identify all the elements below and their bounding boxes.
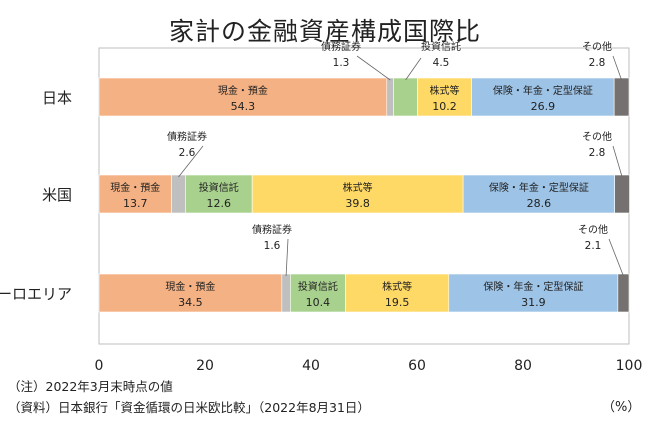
data-label: 10.2 [432, 100, 457, 113]
bar-segment [281, 273, 291, 313]
data-label: 2.8 [589, 57, 606, 69]
data-label: 1.6 [264, 240, 281, 252]
segment-name-label: 株式等 [343, 181, 373, 194]
bar-segment [185, 174, 253, 214]
source-line: （資料）日本銀行「資金循環の日米欧比較」（2022年8月31日） [8, 400, 370, 415]
data-label: 34.5 [178, 296, 203, 309]
segment-name-label: 投資信託 [421, 40, 461, 53]
segment-name-label: 債務証券 [321, 40, 361, 53]
data-label: 26.9 [531, 100, 556, 113]
leader-line [612, 145, 623, 178]
data-label: 31.9 [521, 296, 546, 309]
x-tick-label: 0 [95, 358, 104, 374]
data-label: 1.3 [333, 57, 350, 69]
leader-line [285, 238, 289, 277]
segment-name-label: 債務証券 [167, 130, 207, 143]
leader-line [405, 57, 422, 81]
leader-line [356, 55, 391, 81]
segment-name-label: 保険・年金・定型保証 [489, 181, 589, 194]
segment-name-label: 投資信託 [298, 280, 338, 293]
data-label: 4.5 [433, 57, 450, 69]
segment-name-label: 株式等 [430, 84, 460, 97]
x-tick-label: 40 [302, 358, 320, 374]
data-label: 54.3 [231, 100, 256, 113]
data-label: 39.8 [345, 197, 370, 210]
segment-name-label: その他 [582, 40, 612, 53]
bar-segment [417, 77, 472, 117]
data-label: 2.6 [179, 147, 196, 159]
data-label: 13.7 [123, 197, 148, 210]
bar-segment [98, 77, 388, 117]
segment-name-label: その他 [578, 223, 608, 236]
bar-segment [614, 174, 630, 214]
bar-segment [393, 77, 418, 117]
x-tick-label: 100 [616, 358, 643, 374]
segment-name-label: その他 [582, 130, 612, 143]
bar-segment [613, 77, 630, 117]
segment-name-label: 保険・年金・定型保証 [483, 280, 583, 293]
bar-segment [462, 174, 615, 214]
x-tick-label: 60 [408, 358, 426, 374]
bar-segment [471, 77, 615, 117]
segment-name-label: 保険・年金・定型保証 [493, 84, 593, 97]
unit-label: （%） [602, 400, 641, 415]
bar-segment [386, 77, 394, 117]
bar-segment [345, 273, 450, 313]
bar-segment [617, 273, 630, 313]
segment-name-label: 投資信託 [199, 181, 239, 194]
bar-segment [98, 174, 172, 214]
segment-name-label: 現金・預金 [110, 181, 160, 194]
bar-segment [98, 273, 283, 313]
bar-segment [171, 174, 186, 214]
bar-segment [448, 273, 619, 313]
leader-line [612, 55, 622, 81]
data-label: 19.5 [385, 296, 410, 309]
note-line: （注）2022年3月末時点の値 [8, 379, 173, 394]
category-label: 米国 [42, 186, 72, 204]
data-label: 28.6 [527, 197, 552, 210]
data-label: 10.4 [306, 296, 331, 309]
leader-line [178, 145, 204, 178]
chart-title: 家計の金融資産構成国際比 [168, 17, 481, 46]
category-label: 日本 [42, 89, 72, 107]
x-tick-label: 20 [196, 358, 214, 374]
segment-name-label: 株式等 [382, 280, 412, 293]
segment-name-label: 現金・預金 [165, 280, 215, 293]
bar-segment [290, 273, 346, 313]
data-label: 2.8 [589, 147, 606, 159]
segment-name-label: 債務証券 [252, 223, 292, 236]
data-label: 2.1 [585, 240, 602, 252]
data-label: 12.6 [207, 197, 232, 210]
x-tick-label: 80 [514, 358, 532, 374]
category-label: ユーロエリア [0, 285, 72, 303]
segment-name-label: 現金・預金 [218, 84, 268, 97]
leader-line [608, 238, 624, 277]
